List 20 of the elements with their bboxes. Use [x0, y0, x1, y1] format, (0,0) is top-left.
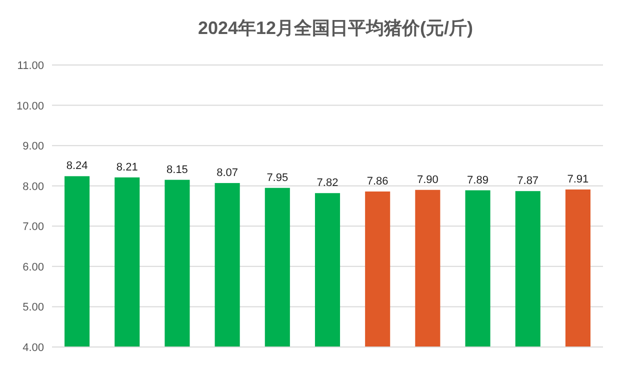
- data-label: 8.21: [116, 161, 138, 174]
- data-label: 8.07: [216, 167, 238, 180]
- y-tick-label: 6.00: [22, 261, 44, 274]
- data-label: 7.91: [567, 173, 589, 186]
- y-tick-label: 4.00: [22, 342, 44, 354]
- y-tick-label: 7.00: [22, 221, 44, 234]
- data-label: 7.90: [416, 174, 438, 186]
- data-label: 7.89: [467, 174, 488, 186]
- y-tick-label: 8.00: [22, 180, 44, 193]
- data-label: 7.86: [366, 175, 388, 188]
- data-label: 7.95: [266, 172, 288, 184]
- y-tick-label: 9.00: [22, 140, 44, 153]
- y-tick-label: 10.00: [16, 100, 44, 112]
- data-label: 7.82: [316, 177, 338, 190]
- data-label: 8.15: [166, 164, 188, 176]
- data-label: 8.24: [66, 160, 88, 172]
- data-label: 7.87: [517, 175, 539, 188]
- chart-title: 2024年12月全国日平均猪价(元/斤): [198, 18, 474, 38]
- y-tick-label: 11.00: [17, 60, 44, 72]
- y-tick-label: 5.00: [22, 302, 44, 314]
